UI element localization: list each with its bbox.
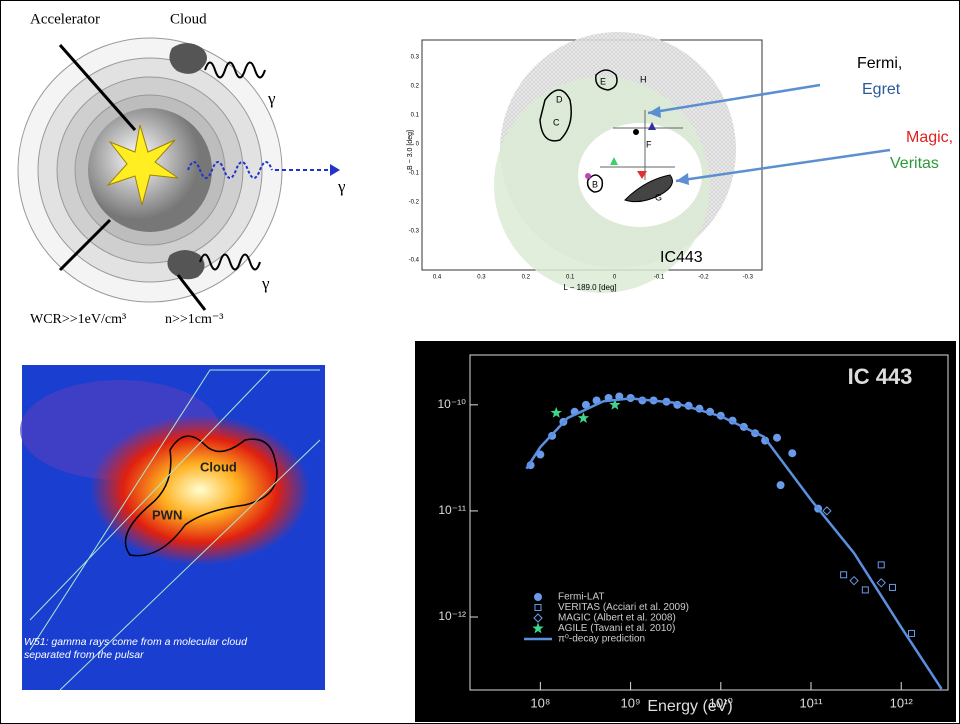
y-tick-label: -0.2 <box>409 200 420 206</box>
y-tick-label: 0.1 <box>411 113 420 119</box>
x-tick-label: 0.3 <box>477 275 486 281</box>
x-tick-label: 10⁸ <box>530 695 550 710</box>
region: D <box>556 94 563 104</box>
label: Egret <box>862 81 901 98</box>
caption: W51: gamma rays come from a molecular cl… <box>24 636 264 662</box>
x-tick-label: 0.1 <box>566 275 575 281</box>
axis-label: L − 189.0 [deg] <box>563 283 616 292</box>
y-tick-label: 10⁻¹² <box>438 609 466 623</box>
label: WCR>>1eV/cm³ <box>30 312 126 327</box>
y-tick-label: 10⁻¹⁰ <box>438 397 467 411</box>
gamma: γ <box>261 274 270 293</box>
x-tick-label: 0.2 <box>522 275 531 281</box>
legend-label: Fermi-LAT <box>558 592 604 603</box>
slide: Accelerator Cloud γ γ γ WCR>>1eV/cm³ n>>… <box>0 0 960 724</box>
page: {"diagram":{"accelerator":"Accelerator",… <box>0 0 960 724</box>
legend-swatch <box>534 593 542 601</box>
region: H <box>640 74 647 84</box>
legend-label: π⁰-decay prediction <box>558 634 645 645</box>
region: F <box>646 139 652 149</box>
point <box>788 449 796 457</box>
label: PWN <box>152 507 182 522</box>
legend-label: AGILE (Tavani et al. 2010) <box>558 623 675 634</box>
chart-background <box>415 341 956 722</box>
label: Magic, <box>906 129 953 146</box>
x-tick-label: 10⁹ <box>621 695 641 710</box>
label: Accelerator <box>30 11 100 27</box>
point <box>773 434 781 442</box>
region: B <box>592 179 598 189</box>
region: E <box>600 76 606 86</box>
label: n>>1cm⁻³ <box>165 312 223 327</box>
legend-label: MAGIC (Albert et al. 2008) <box>558 613 676 624</box>
region: G <box>655 192 662 202</box>
y-tick-label: 10⁻¹¹ <box>438 503 466 517</box>
legend-label: VERITAS (Acciari et al. 2009) <box>558 602 689 613</box>
point <box>777 481 785 489</box>
y-tick-label: 0.3 <box>411 55 420 61</box>
y-tick-label: -0.3 <box>409 229 420 235</box>
caption-box: W51: gamma rays come from a molecular cl… <box>24 636 264 688</box>
region: C <box>553 117 560 127</box>
chart-title: IC 443 <box>848 364 913 389</box>
y-tick-label: -0.4 <box>409 258 420 264</box>
x-tick-label: -0.1 <box>654 275 665 281</box>
axis-label: B − 3.0 [deg] <box>407 130 414 170</box>
gamma: γ <box>267 89 276 108</box>
x-tick-label: 10¹² <box>890 695 914 710</box>
label: Veritas <box>890 155 939 172</box>
x-tick-label: 10¹¹ <box>799 695 823 710</box>
y-tick-label: 0 <box>416 142 420 148</box>
gamma: γ <box>337 177 346 196</box>
accelerator-diagram <box>18 38 340 310</box>
label: Fermi, <box>857 55 902 72</box>
label: IC443 <box>660 249 703 266</box>
x-tick-label: 0.4 <box>433 275 442 281</box>
y-tick-label: 0.2 <box>411 84 420 90</box>
label: Cloud <box>200 459 237 474</box>
x-tick-label: 10¹⁰ <box>709 695 733 710</box>
x-tick-label: -0.2 <box>698 275 709 281</box>
label: Cloud <box>170 11 207 27</box>
y-tick-label: -0.1 <box>409 171 420 177</box>
x-tick-label: -0.3 <box>743 275 754 281</box>
sky-map <box>422 32 890 293</box>
